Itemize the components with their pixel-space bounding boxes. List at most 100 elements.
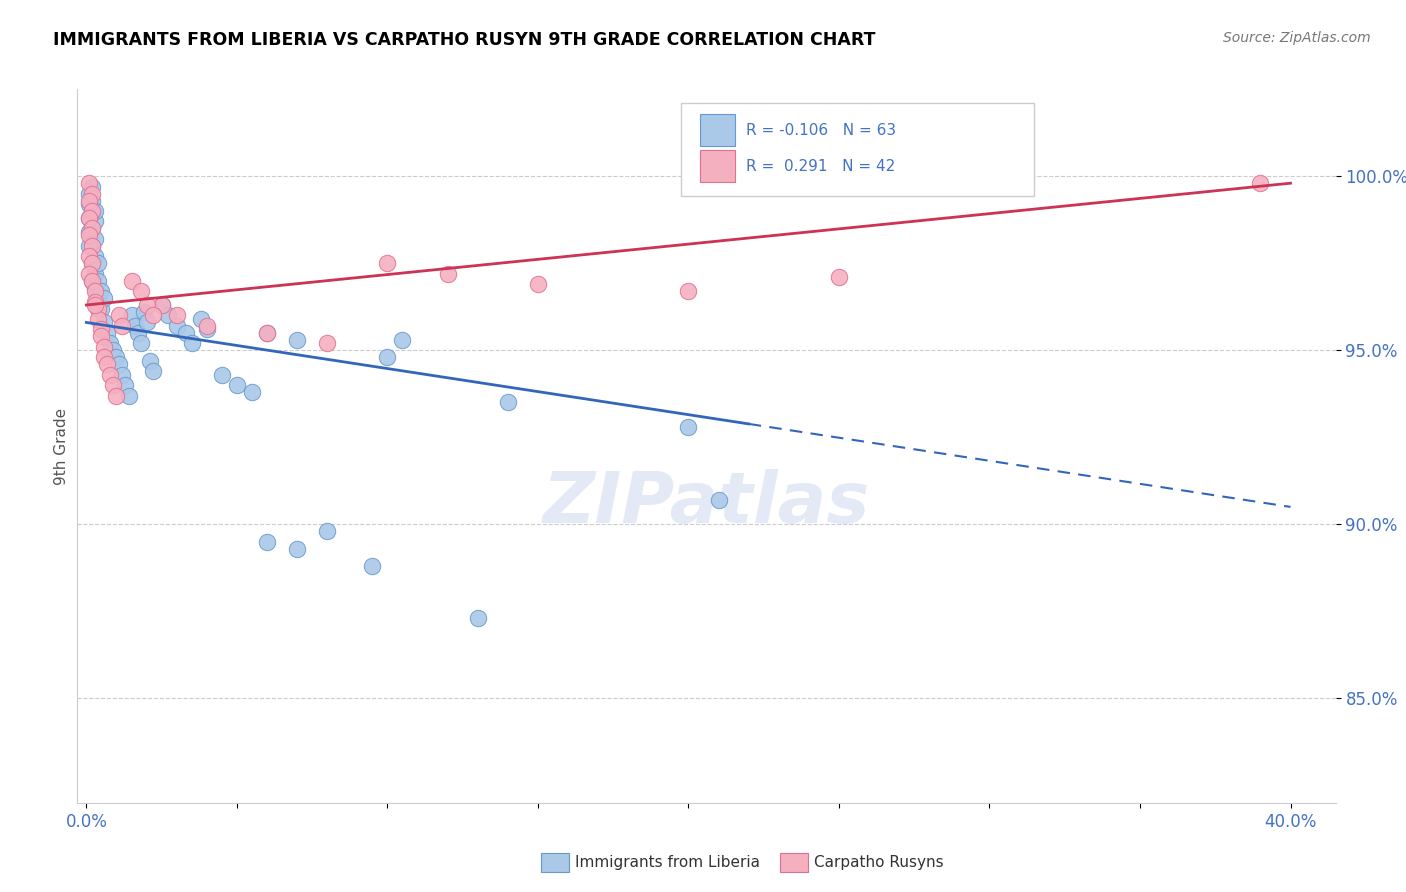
Point — [121, 309, 143, 323]
Point — [84, 298, 107, 312]
Point — [84, 294, 107, 309]
Point — [436, 267, 458, 281]
Text: ZIPatlas: ZIPatlas — [543, 468, 870, 538]
Point — [111, 368, 134, 382]
Point — [316, 336, 339, 351]
Point — [127, 326, 149, 340]
Point — [79, 211, 101, 225]
Point — [166, 318, 188, 333]
Bar — [700, 150, 735, 182]
Point — [79, 194, 101, 208]
Point — [93, 291, 115, 305]
Point — [84, 280, 107, 294]
Point — [87, 256, 110, 270]
Point — [79, 176, 101, 190]
Point — [79, 267, 101, 281]
Point — [79, 197, 101, 211]
Point — [105, 350, 128, 364]
Point — [90, 301, 112, 316]
Point — [361, 559, 384, 574]
Bar — [700, 114, 735, 146]
Point — [135, 315, 157, 329]
Point — [678, 284, 700, 298]
Point — [96, 326, 118, 340]
Point — [828, 270, 851, 285]
Point — [87, 312, 110, 326]
Point — [93, 315, 115, 329]
Point — [174, 326, 197, 340]
Text: Source: ZipAtlas.com: Source: ZipAtlas.com — [1223, 31, 1371, 45]
Point — [138, 353, 160, 368]
Point — [132, 305, 155, 319]
Text: IMMIGRANTS FROM LIBERIA VS CARPATHO RUSYN 9TH GRADE CORRELATION CHART: IMMIGRANTS FROM LIBERIA VS CARPATHO RUSY… — [53, 31, 876, 49]
Text: Carpatho Rusyns: Carpatho Rusyns — [814, 855, 943, 870]
Point — [527, 277, 550, 292]
Point — [142, 309, 165, 323]
Point — [150, 298, 173, 312]
Point — [121, 274, 143, 288]
Point — [100, 336, 122, 351]
Point — [256, 326, 278, 340]
Point — [84, 232, 107, 246]
Y-axis label: 9th Grade: 9th Grade — [53, 408, 69, 484]
Point — [79, 239, 101, 253]
Point — [678, 420, 700, 434]
Point — [87, 291, 110, 305]
Point — [82, 256, 104, 270]
Point — [79, 211, 101, 225]
Point — [211, 368, 233, 382]
Point — [391, 333, 413, 347]
Point — [90, 322, 112, 336]
Point — [103, 378, 125, 392]
Point — [82, 186, 104, 201]
Point — [79, 249, 101, 263]
Point — [285, 333, 308, 347]
Point — [82, 274, 104, 288]
Point — [707, 492, 730, 507]
Point — [195, 322, 218, 336]
Point — [82, 221, 104, 235]
Point — [150, 298, 173, 312]
Point — [87, 274, 110, 288]
Point — [82, 256, 104, 270]
Point — [111, 318, 134, 333]
Point — [135, 298, 157, 312]
Point — [114, 378, 136, 392]
Point — [90, 329, 112, 343]
Point — [82, 204, 104, 219]
Point — [108, 357, 131, 371]
Point — [225, 378, 247, 392]
Point — [467, 611, 489, 625]
Point — [377, 256, 399, 270]
Point — [79, 225, 101, 239]
Point — [108, 309, 131, 323]
Point — [166, 309, 188, 323]
Point — [82, 239, 104, 253]
Point — [256, 326, 278, 340]
Point — [82, 274, 104, 288]
Point — [96, 357, 118, 371]
Point — [84, 214, 107, 228]
Point — [105, 388, 128, 402]
Point — [377, 350, 399, 364]
Point — [93, 340, 115, 354]
Point — [124, 318, 146, 333]
Point — [496, 395, 519, 409]
Point — [129, 336, 152, 351]
Point — [117, 388, 139, 402]
Point — [180, 336, 202, 351]
Point — [82, 204, 104, 219]
Point — [316, 524, 339, 539]
Point — [195, 318, 218, 333]
Point — [240, 385, 263, 400]
Point — [156, 309, 179, 323]
Point — [190, 312, 212, 326]
FancyBboxPatch shape — [682, 103, 1033, 196]
Point — [82, 221, 104, 235]
Point — [93, 350, 115, 364]
Point — [79, 228, 101, 243]
Point — [142, 364, 165, 378]
Point — [82, 179, 104, 194]
Point — [82, 239, 104, 253]
Point — [84, 249, 107, 263]
